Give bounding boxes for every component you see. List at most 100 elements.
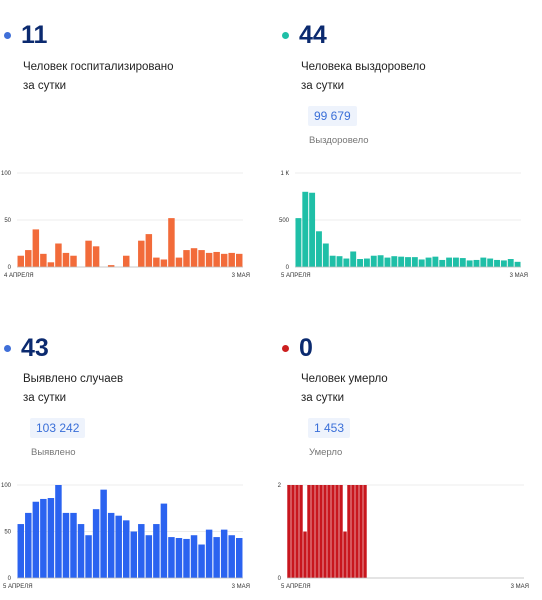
bullet-dot-icon xyxy=(282,344,289,352)
bar xyxy=(480,257,487,267)
bar xyxy=(138,240,145,267)
bar xyxy=(398,256,405,267)
bar xyxy=(17,255,25,267)
bar xyxy=(47,498,55,578)
bullet-dot-icon xyxy=(4,344,11,352)
recovered-total-label: Выздоровело xyxy=(309,135,369,146)
bar xyxy=(473,259,480,267)
bar xyxy=(359,485,363,578)
bar xyxy=(220,529,228,578)
bar xyxy=(351,485,355,578)
cases-chart: 0 50 100 5 АПРЕЛЯ 3 МАЯ xyxy=(1,483,250,590)
bar xyxy=(160,503,168,578)
x-start-label: 4 АПРЕЛЯ xyxy=(4,273,34,279)
deaths-panel: 0 Человек умерло за сутки 1 453 Умерло xyxy=(282,333,532,598)
bar xyxy=(331,485,335,578)
recovered-panel: 44 Человека выздоровело за сутки 99 679 … xyxy=(282,20,532,290)
y-tick-label: 0 xyxy=(8,576,12,582)
bar xyxy=(92,509,100,578)
cases-panel: 43 Выявлено случаев за сутки 103 242 Выя… xyxy=(4,333,254,598)
bar xyxy=(459,258,466,267)
bar xyxy=(107,265,115,267)
x-end-label: 3 МАЯ xyxy=(511,584,529,590)
bar xyxy=(302,191,309,267)
x-start-label: 5 АПРЕЛЯ xyxy=(281,584,311,590)
headline: 44 xyxy=(282,20,327,50)
y-tick-label: 100 xyxy=(1,483,12,489)
headline: 0 xyxy=(282,333,313,363)
bar xyxy=(295,485,299,578)
deaths-total: 1 453 xyxy=(308,418,351,438)
y-tick-label: 50 xyxy=(4,218,11,224)
bar xyxy=(319,485,323,578)
cases-count: 43 xyxy=(21,334,49,362)
bar xyxy=(145,234,153,267)
bar xyxy=(228,252,235,267)
bar xyxy=(343,258,350,267)
cases-caption: Выявлено случаев за сутки xyxy=(23,370,123,408)
bar xyxy=(85,240,92,267)
deaths-count: 0 xyxy=(299,334,313,362)
bar xyxy=(160,259,168,267)
bar xyxy=(205,529,213,578)
bar xyxy=(85,535,92,578)
bar xyxy=(168,218,175,267)
bar xyxy=(363,258,370,267)
recovered-count: 44 xyxy=(299,21,327,49)
bar xyxy=(377,255,384,267)
hospitalized-count: 11 xyxy=(21,21,48,49)
bar xyxy=(183,250,190,267)
cases-total: 103 242 xyxy=(30,418,86,438)
bar xyxy=(311,485,315,578)
bar xyxy=(329,255,336,267)
bar xyxy=(307,485,311,578)
x-start-label: 5 АПРЕЛЯ xyxy=(3,584,33,590)
cases-total-label: Выявлено xyxy=(31,447,76,458)
bar xyxy=(500,260,507,267)
bar xyxy=(514,261,521,267)
bar xyxy=(336,256,343,267)
y-tick-label: 2 xyxy=(278,483,282,489)
y-tick-label: 0 xyxy=(8,265,12,271)
caption-line-1: Выявлено случаев xyxy=(23,373,124,385)
bar xyxy=(405,257,411,267)
x-end-label: 3 МАЯ xyxy=(510,273,528,279)
bar xyxy=(115,515,122,578)
caption-line-2: за сутки xyxy=(23,80,67,92)
bar xyxy=(287,485,291,578)
bar xyxy=(70,255,77,267)
bar xyxy=(25,512,32,578)
caption-line-2: за сутки xyxy=(301,392,345,404)
bar xyxy=(17,524,25,578)
bar xyxy=(411,257,418,267)
y-tick-label: 100 xyxy=(1,171,12,177)
bar xyxy=(47,262,55,267)
bar xyxy=(350,251,357,267)
bar xyxy=(70,512,77,578)
hospitalized-chart: 0 50 100 4 АПРЕЛЯ 3 МАЯ xyxy=(1,171,250,279)
headline: 11 xyxy=(4,20,47,50)
bar xyxy=(190,535,198,578)
x-end-label: 3 МАЯ xyxy=(232,273,250,279)
bar xyxy=(291,485,295,578)
deaths-chart: 0 2 5 АПРЕЛЯ 3 МАЯ xyxy=(278,483,529,590)
caption-line-2: за сутки xyxy=(23,392,67,404)
bar xyxy=(425,257,432,267)
hospitalized-caption: Человек госпитализировано за сутки xyxy=(23,58,174,96)
caption-line-1: Человек госпитализировано xyxy=(23,61,174,73)
bar xyxy=(316,231,322,267)
bar xyxy=(370,255,377,267)
bar xyxy=(439,259,446,267)
bar xyxy=(322,243,329,267)
bar xyxy=(138,524,145,578)
bar xyxy=(355,485,359,578)
bar xyxy=(384,257,391,267)
bar xyxy=(315,485,319,578)
caption-line-2: за сутки xyxy=(301,80,345,92)
recovered-total: 99 679 xyxy=(308,106,357,126)
bar xyxy=(55,485,62,578)
bar xyxy=(77,524,85,578)
bar xyxy=(175,257,183,267)
bar xyxy=(299,485,303,578)
bar xyxy=(32,229,40,267)
